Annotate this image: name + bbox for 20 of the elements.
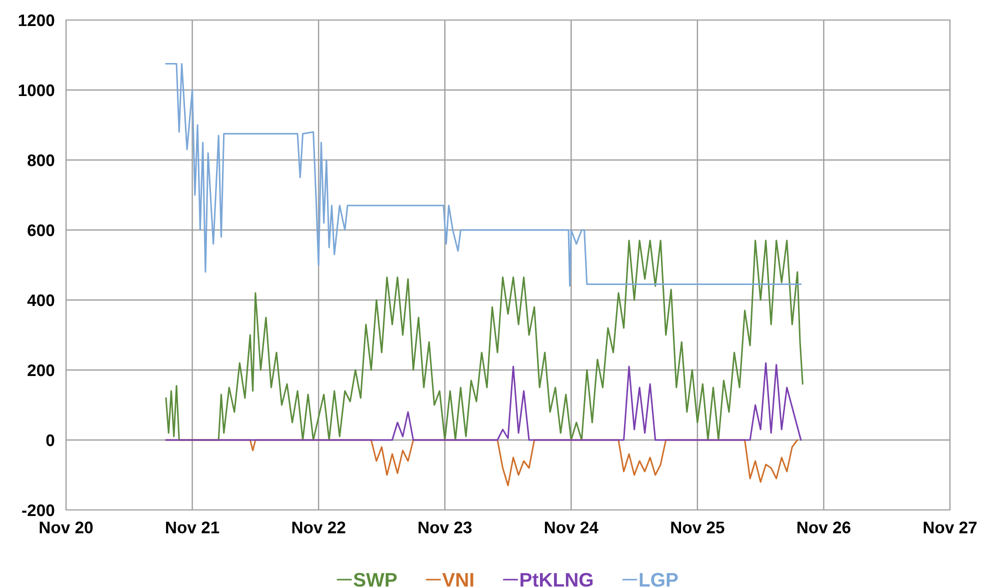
x-tick-label: Nov 22 bbox=[292, 522, 346, 534]
y-tick-label: 200 bbox=[28, 364, 54, 376]
x-tick-label: Nov 27 bbox=[924, 522, 977, 534]
x-tick-label: Nov 26 bbox=[798, 522, 850, 534]
y-tick-label: 800 bbox=[28, 154, 54, 166]
y-tick-label: 400 bbox=[27, 294, 54, 306]
x-tick-label: Nov 23 bbox=[418, 522, 472, 534]
legend-label: PtKLNG bbox=[520, 572, 593, 587]
x-tick-label: Nov 21 bbox=[166, 522, 220, 534]
legend-label: LGP bbox=[640, 572, 678, 587]
x-tick-label: Nov 25 bbox=[671, 522, 724, 534]
legend-label: SWP bbox=[354, 572, 397, 587]
y-tick-label: 1000 bbox=[18, 84, 54, 96]
x-tick-label: Nov 20 bbox=[40, 522, 93, 534]
x-tick-label: Nov 24 bbox=[544, 522, 598, 534]
y-tick-label: 600 bbox=[28, 224, 54, 236]
y-tick-label: 1200 bbox=[18, 14, 54, 26]
y-tick-label: -200 bbox=[22, 504, 54, 516]
y-tick-label: 0 bbox=[46, 434, 54, 446]
legend-label: VNI bbox=[442, 573, 474, 586]
